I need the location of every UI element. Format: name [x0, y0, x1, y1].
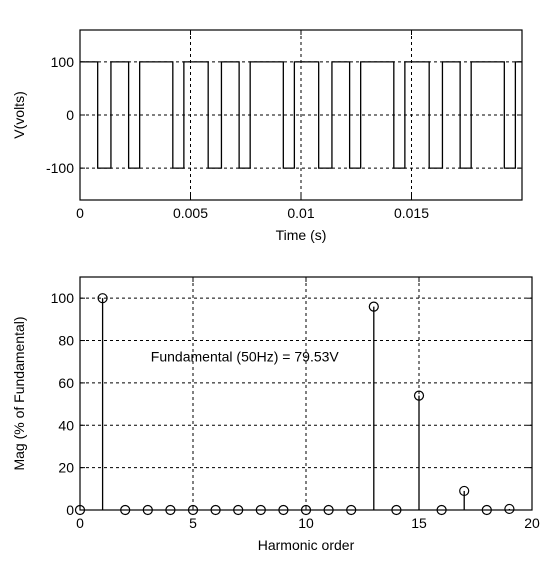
stem-marker — [436, 504, 447, 516]
stem-marker — [233, 504, 244, 516]
fundamental-annotation: Fundamental (50Hz) = 79.53V — [151, 349, 340, 365]
x-tick-label: 0 — [76, 205, 84, 221]
stem-marker — [210, 504, 221, 516]
x-axis-label: Harmonic order — [258, 537, 355, 553]
y-tick-label: 0 — [66, 107, 74, 123]
stem-marker — [481, 504, 492, 516]
y-tick-label: -100 — [46, 160, 74, 176]
harmonic-spectrum-chart: 0 5 10 15 20 0 20 40 60 80 100 Fundamental (50Hz) … — [11, 276, 540, 553]
x-tick-label: 0.015 — [394, 205, 429, 221]
plot-data — [80, 61, 522, 169]
stem-marker — [142, 504, 153, 516]
x-tick-label: 20 — [524, 515, 540, 531]
y-axis-label: V(volts) — [11, 91, 27, 138]
stem-marker — [165, 504, 176, 516]
stem-marker — [459, 485, 470, 497]
plot-data — [74, 293, 515, 516]
x-axis-label: Time (s) — [276, 227, 327, 243]
stem-marker — [368, 301, 379, 312]
y-tick-label: 0 — [66, 502, 74, 518]
y-axis-label: Mag (% of Fundamental) — [11, 316, 27, 470]
x-tick-label: 0.005 — [173, 205, 208, 221]
stem-marker — [391, 504, 402, 516]
stem-marker — [278, 504, 289, 516]
x-tick-label: 0.01 — [287, 205, 314, 221]
stem-marker — [120, 504, 131, 516]
stem-marker — [413, 390, 425, 401]
y-tick-label: 100 — [51, 54, 75, 70]
x-tick-label: 15 — [411, 515, 427, 531]
stem-marker — [97, 293, 108, 304]
y-tick-label: 100 — [51, 290, 75, 306]
stem-marker — [346, 504, 357, 516]
x-tick-label: 10 — [298, 515, 314, 531]
y-tick-label: 60 — [58, 375, 74, 391]
y-tick-label: 20 — [58, 460, 74, 476]
stem-marker — [255, 504, 266, 516]
x-tick-label: 0 — [76, 515, 84, 531]
stem-marker — [504, 503, 515, 515]
tick-labels: 0 5 10 15 20 0 20 40 60 80 100 — [51, 277, 540, 531]
tick-labels: 0 0.005 0.01 0.015 -100 0 100 — [46, 30, 522, 221]
x-tick-label: 5 — [189, 515, 197, 531]
voltage-waveform-chart: 0 0.005 0.01 0.015 -100 0 100 Time (s) V(volts… — [11, 29, 523, 243]
y-tick-label: 40 — [58, 417, 74, 433]
stem-marker — [323, 504, 334, 516]
y-tick-label: 80 — [58, 333, 74, 349]
voltage-series-line — [80, 61, 522, 169]
